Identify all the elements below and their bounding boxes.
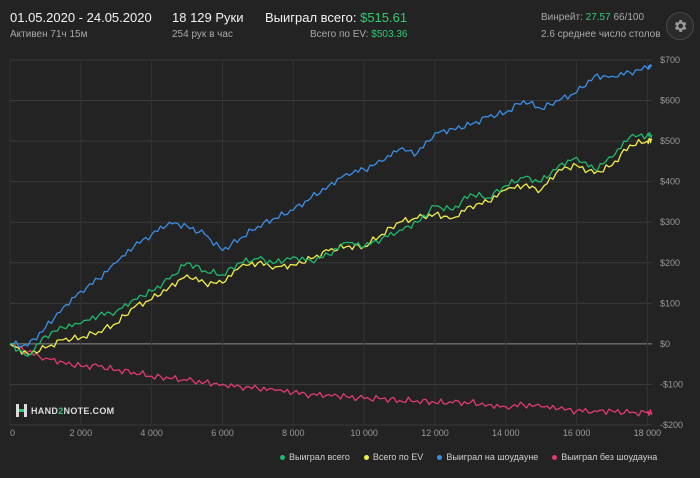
legend-item-ev[interactable]: Всего по EV [363,452,424,462]
winrate-sample: 66/100 [613,12,645,23]
won-total-value: $515.61 [360,10,408,25]
series-line-0 [9,132,653,357]
winrate: Винрейт: 27.57 66/100 [541,12,644,23]
legend-item-won[interactable]: Выиграл всего [280,452,350,462]
won-total: Выиграл всего: $515.61 [265,10,407,25]
hands-count: 18 129 Руки [172,10,244,25]
chart-legend: Выиграл всего Всего по EV Выиграл на шоу… [280,452,657,462]
ev-total-label: Всего по EV: [310,29,369,40]
logo-mark-icon [16,404,27,417]
y-tick-label: $300 [660,217,680,227]
legend-item-showdown[interactable]: Выиграл на шоудауне [437,452,538,462]
legend-label-ev: Всего по EV [372,452,424,462]
series-line-1 [9,137,653,356]
legend-label-nonshowdown: Выиграл без шоудауна [561,452,658,462]
ev-total: Всего по EV: $503.36 [310,29,407,40]
won-total-label: Выиграл всего: [265,10,357,25]
legend-dot-won [280,454,285,460]
y-tick-label: -$200 [660,420,683,430]
x-tick-label: 14 000 [492,428,520,438]
x-tick-label: 10 000 [350,428,378,438]
legend-dot-ev [363,454,369,460]
x-tick-label: 12 000 [421,428,449,438]
x-tick-label: 6 000 [211,428,234,438]
legend-item-nonshowdown[interactable]: Выиграл без шоудауна [552,452,657,462]
results-chart: $700 $600 $500 $400 $300 $200 $100 $0 -$100 -$200… [9,55,683,438]
legend-label-showdown: Выиграл на шоудауне [446,452,539,462]
x-tick-label: 0 [10,428,15,438]
stats-header: 01.05.2020 - 24.05.2020 Активен 71ч 15м … [0,0,700,52]
logo-text: HAND2NOTE.COM [31,405,115,416]
settings-button[interactable] [666,12,694,40]
winrate-value: 27.57 [585,12,611,23]
gear-icon [674,20,687,32]
y-tick-label: $600 [660,96,680,106]
y-tick-label: $0 [660,339,670,349]
x-tick-label: 2 000 [70,428,93,438]
active-time: Активен 71ч 15м [10,29,88,40]
legend-dot-nonshowdown [552,454,558,460]
x-tick-label: 8 000 [282,428,305,438]
x-tick-label: 16 000 [563,428,591,438]
y-tick-label: $400 [660,177,680,187]
y-tick-label: $500 [660,136,680,146]
hands-per-hour: 254 рук в час [172,29,233,40]
avg-tables: 2.6 среднее число столов [541,29,661,40]
ev-total-value: $503.36 [371,29,408,40]
legend-label-won: Выиграл всего [289,452,350,462]
hand2note-logo: HAND2NOTE.COM [16,404,114,417]
chart-area: $700 $600 $500 $400 $300 $200 $100 $0 -$100 -$200… [0,52,700,473]
y-tick-label: $100 [660,298,680,308]
y-tick-label: $200 [660,258,680,268]
series-line-2 [9,64,653,348]
x-tick-label: 4 000 [140,428,163,438]
x-tick-label: 18 000 [634,428,662,438]
series-line-3 [9,342,653,417]
legend-dot-showdown [437,454,443,460]
winrate-label: Винрейт: [541,12,583,23]
y-tick-label: $700 [660,55,680,65]
y-tick-label: -$100 [660,379,683,389]
date-range: 01.05.2020 - 24.05.2020 [10,10,152,25]
